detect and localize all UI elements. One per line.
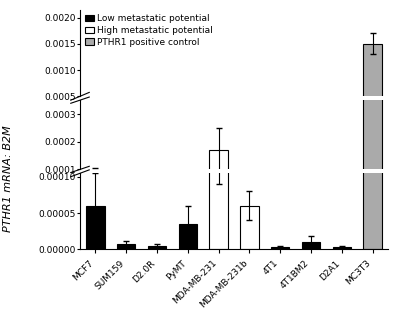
Bar: [117, 195, 136, 197]
Bar: [302, 242, 320, 249]
Bar: [240, 206, 259, 249]
Bar: [178, 121, 197, 122]
Bar: [209, 150, 228, 197]
Bar: [271, 247, 290, 249]
Bar: [148, 246, 166, 249]
Bar: [209, 114, 228, 122]
Bar: [363, 44, 382, 122]
Bar: [302, 194, 320, 197]
Bar: [240, 119, 259, 122]
Bar: [86, 206, 105, 249]
Bar: [117, 244, 136, 249]
Bar: [363, 0, 382, 249]
Bar: [209, 126, 228, 249]
Text: PTHR1 mRNA: B2M: PTHR1 mRNA: B2M: [3, 125, 13, 232]
Bar: [148, 196, 166, 197]
Bar: [86, 119, 105, 122]
Bar: [363, 0, 382, 197]
Legend: Low metastatic potential, High metastatic potential, PTHR1 positive control: Low metastatic potential, High metastati…: [84, 14, 213, 47]
Bar: [240, 180, 259, 197]
Bar: [86, 180, 105, 197]
Bar: [178, 224, 197, 249]
Bar: [332, 247, 351, 249]
Bar: [332, 196, 351, 197]
Bar: [178, 187, 197, 197]
Bar: [271, 196, 290, 197]
